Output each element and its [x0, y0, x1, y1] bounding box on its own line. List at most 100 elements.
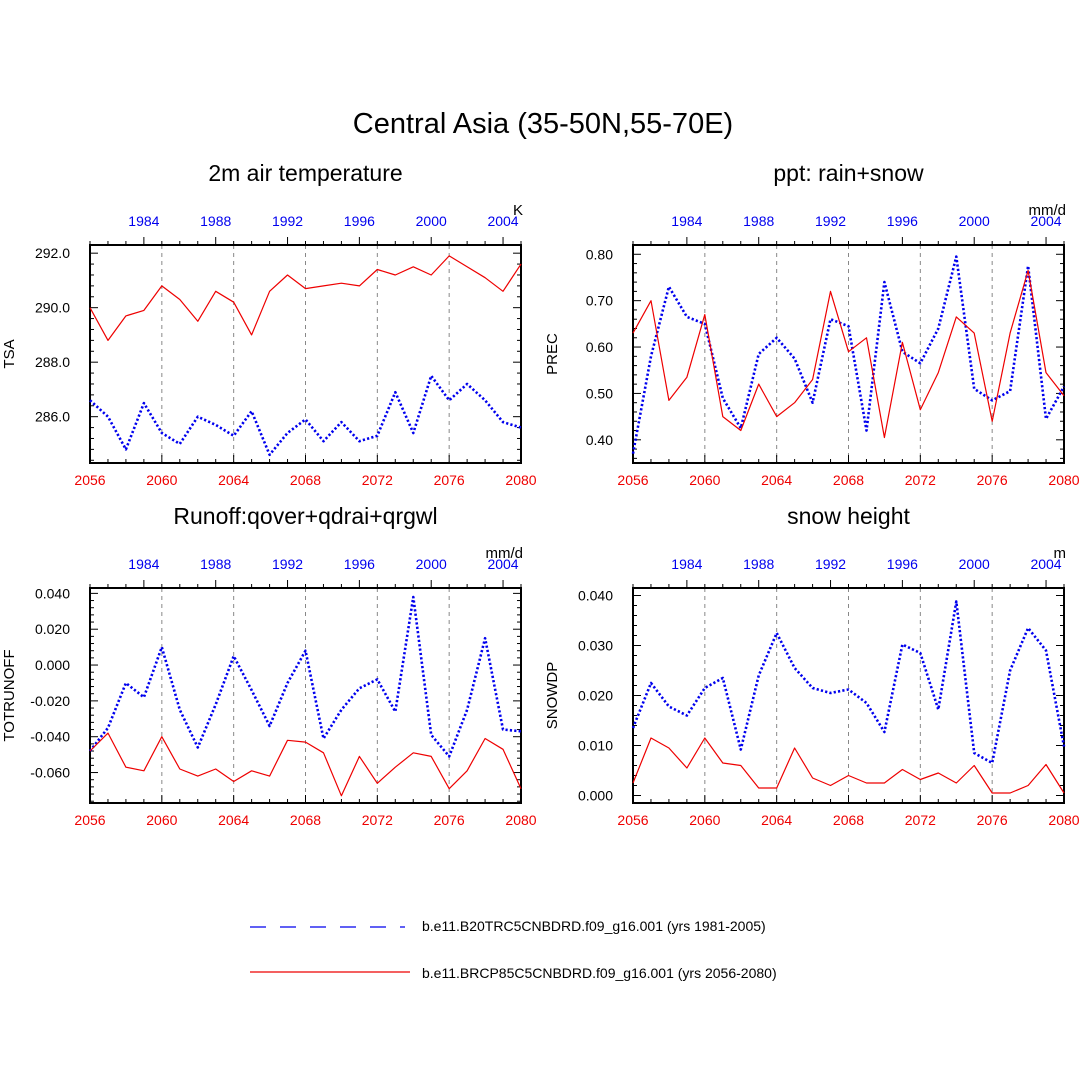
y-axis-label: TOTRUNOFF [1, 649, 18, 741]
x-top-tick-label: 2000 [416, 213, 447, 229]
y-tick-label: 0.50 [586, 385, 613, 401]
y-tick-label: 286.0 [35, 409, 70, 425]
units-label: mm/d [1029, 202, 1067, 219]
x-top-tick-label: 2004 [1030, 556, 1061, 572]
x-bottom-tick-label: 2064 [218, 812, 249, 828]
legend-future-label: b.e11.BRCP85C5CNBDRD.f09_g16.001 (yrs 20… [422, 965, 777, 981]
y-axis-label: PREC [544, 333, 561, 375]
x-bottom-tick-label: 2068 [833, 472, 864, 488]
x-bottom-tick-label: 2060 [146, 472, 177, 488]
y-tick-label: 0.020 [35, 621, 70, 637]
x-top-tick-label: 1988 [200, 556, 231, 572]
y-tick-label: -0.040 [30, 729, 70, 745]
x-top-tick-label: 2000 [959, 556, 990, 572]
y-tick-label: 0.60 [586, 339, 613, 355]
x-top-tick-label: 2004 [1030, 213, 1061, 229]
x-bottom-tick-label: 2076 [434, 812, 465, 828]
historical-series-line [89, 374, 522, 457]
units-label: mm/d [486, 545, 524, 562]
x-bottom-tick-label: 2056 [617, 812, 648, 828]
y-tick-label: 0.40 [586, 432, 613, 448]
x-top-tick-label: 2000 [959, 213, 990, 229]
x-bottom-tick-label: 2064 [761, 472, 792, 488]
x-bottom-tick-label: 2080 [505, 472, 536, 488]
x-bottom-tick-label: 2060 [689, 472, 720, 488]
panel-title: Runoff:qover+qdrai+qrgwl [173, 503, 437, 529]
x-bottom-tick-label: 2064 [761, 812, 792, 828]
x-top-tick-label: 1988 [200, 213, 231, 229]
y-tick-label: -0.060 [30, 765, 70, 781]
legend-historical-label: b.e11.B20TRC5CNBDRD.f09_g16.001 (yrs 198… [422, 918, 766, 934]
x-top-tick-label: 1992 [815, 556, 846, 572]
y-tick-label: 0.010 [578, 738, 613, 754]
x-bottom-tick-label: 2072 [905, 472, 936, 488]
future-series-line [632, 737, 1065, 794]
x-top-tick-label: 2000 [416, 556, 447, 572]
x-bottom-tick-label: 2080 [1048, 812, 1079, 828]
x-bottom-tick-label: 2060 [146, 812, 177, 828]
legend: b.e11.B20TRC5CNBDRD.f09_g16.001 (yrs 198… [250, 918, 777, 981]
x-bottom-tick-label: 2056 [74, 472, 105, 488]
y-tick-label: -0.020 [30, 693, 70, 709]
y-tick-label: 0.80 [586, 246, 613, 262]
x-bottom-tick-label: 2076 [434, 472, 465, 488]
future-series-line [89, 255, 522, 341]
x-top-tick-label: 1996 [887, 556, 918, 572]
future-series-line [89, 732, 522, 797]
x-bottom-tick-label: 2072 [905, 812, 936, 828]
historical-series-line [88, 595, 522, 758]
y-tick-label: 292.0 [35, 245, 70, 261]
x-top-tick-label: 1996 [344, 556, 375, 572]
x-bottom-tick-label: 2068 [290, 472, 321, 488]
y-tick-label: 0.040 [578, 588, 613, 604]
x-top-tick-label: 1992 [272, 213, 303, 229]
x-bottom-tick-label: 2076 [977, 472, 1008, 488]
y-tick-label: 0.000 [578, 788, 613, 804]
x-bottom-tick-label: 2072 [362, 472, 393, 488]
y-tick-label: 0.020 [578, 688, 613, 704]
x-top-tick-label: 1988 [743, 213, 774, 229]
x-top-tick-label: 2004 [487, 213, 518, 229]
panel-totrunoff: Runoff:qover+qdrai+qrgwl mm/d TOTRUNOFF 205… [1, 503, 537, 828]
panel-snowdp: snow height m SNOWDP 2056 2060 2064 2068 2072 20… [544, 503, 1080, 828]
x-bottom-tick-label: 2072 [362, 812, 393, 828]
x-top-tick-label: 1996 [344, 213, 375, 229]
x-bottom-tick-label: 2080 [505, 812, 536, 828]
x-bottom-tick-label: 2068 [290, 812, 321, 828]
historical-series-line [631, 255, 1066, 454]
units-label: m [1054, 545, 1067, 562]
y-tick-label: 0.030 [578, 638, 613, 654]
units-label: K [513, 202, 523, 219]
x-top-tick-label: 1984 [128, 556, 159, 572]
x-top-tick-label: 1988 [743, 556, 774, 572]
x-bottom-tick-label: 2076 [977, 812, 1008, 828]
x-bottom-tick-label: 2056 [617, 472, 648, 488]
x-bottom-tick-label: 2056 [74, 812, 105, 828]
figure-title: Central Asia (35-50N,55-70E) [352, 108, 734, 140]
x-top-tick-label: 1992 [815, 213, 846, 229]
x-bottom-tick-label: 2064 [218, 472, 249, 488]
panel-title: ppt: rain+snow [773, 160, 924, 186]
x-top-tick-label: 1984 [671, 213, 702, 229]
x-bottom-tick-label: 2060 [689, 812, 720, 828]
y-tick-label: 288.0 [35, 354, 70, 370]
x-top-tick-label: 2004 [487, 556, 518, 572]
x-top-tick-label: 1996 [887, 213, 918, 229]
panel-tsa: 2m air temperature K TSA 2056 2060 2064 2068 20… [1, 160, 537, 488]
panel-title: 2m air temperature [208, 160, 402, 186]
panel-title: snow height [787, 503, 910, 529]
x-bottom-tick-label: 2068 [833, 812, 864, 828]
x-bottom-tick-label: 2080 [1048, 472, 1079, 488]
y-tick-label: 0.70 [586, 293, 613, 309]
y-tick-label: 0.040 [35, 585, 70, 601]
future-series-line [632, 269, 1065, 439]
y-tick-label: 0.000 [35, 657, 70, 673]
x-top-tick-label: 1984 [128, 213, 159, 229]
y-axis-label: SNOWDP [544, 662, 561, 730]
panel-prec: ppt: rain+snow mm/d PREC 2056 2060 2064 2068 20… [544, 160, 1080, 488]
x-top-tick-label: 1984 [671, 556, 702, 572]
y-axis-label: TSA [1, 339, 18, 368]
x-top-tick-label: 1992 [272, 556, 303, 572]
y-tick-label: 290.0 [35, 300, 70, 316]
